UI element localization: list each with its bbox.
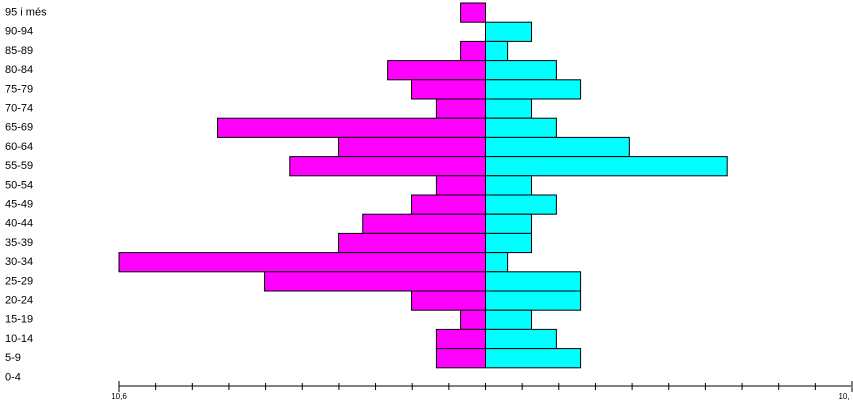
bar [485, 117, 557, 138]
category-label: 30-34 [5, 256, 33, 268]
category-label: 25-29 [5, 275, 33, 287]
category-label: 75-79 [5, 83, 33, 95]
bar [387, 60, 487, 81]
bar [485, 271, 582, 292]
category-label: 60-64 [5, 141, 33, 153]
bar [362, 213, 487, 234]
bar [485, 21, 532, 42]
bar [411, 290, 486, 311]
category-label: 20-24 [5, 295, 33, 307]
bar [485, 79, 582, 100]
bar [435, 348, 486, 369]
bar [435, 328, 486, 350]
bar [460, 40, 486, 62]
category-label: 85-89 [5, 45, 33, 57]
category-label: 15-19 [5, 314, 33, 326]
category-label: 45-49 [5, 199, 33, 211]
category-label: 70-74 [5, 103, 33, 115]
x-tick-label: 10,6 [111, 392, 127, 401]
category-label: 90-94 [5, 26, 33, 38]
bar [485, 60, 557, 81]
category-label: 95 i més [5, 7, 47, 19]
bar [217, 117, 486, 138]
bar [485, 98, 532, 119]
bar [485, 213, 532, 234]
category-label: 35-39 [5, 237, 33, 249]
bar [411, 194, 486, 215]
category-label: 80-84 [5, 64, 33, 76]
bar [118, 252, 486, 273]
bar [485, 40, 509, 62]
bar [460, 2, 486, 23]
bar [338, 136, 487, 158]
category-label: 55-59 [5, 160, 33, 172]
bar [485, 309, 532, 330]
bar [485, 175, 532, 196]
bar [485, 194, 557, 215]
bar [460, 309, 486, 330]
bar [485, 328, 557, 350]
bar [485, 348, 582, 369]
bar [485, 156, 728, 177]
bar [485, 252, 509, 273]
x-tick-label: 10, [838, 392, 849, 401]
bar [289, 156, 486, 177]
bar [485, 136, 630, 158]
category-label: 40-44 [5, 218, 33, 230]
bar [435, 175, 486, 196]
category-label: 0-4 [5, 371, 21, 383]
category-label: 5-9 [5, 352, 21, 364]
category-label: 10-14 [5, 333, 33, 345]
category-label: 65-69 [5, 122, 33, 134]
bar [264, 271, 487, 292]
category-label: 50-54 [5, 179, 33, 191]
bar [338, 232, 487, 254]
bar [485, 232, 532, 254]
bar [411, 79, 486, 100]
bar [435, 98, 486, 119]
bar [485, 290, 582, 311]
